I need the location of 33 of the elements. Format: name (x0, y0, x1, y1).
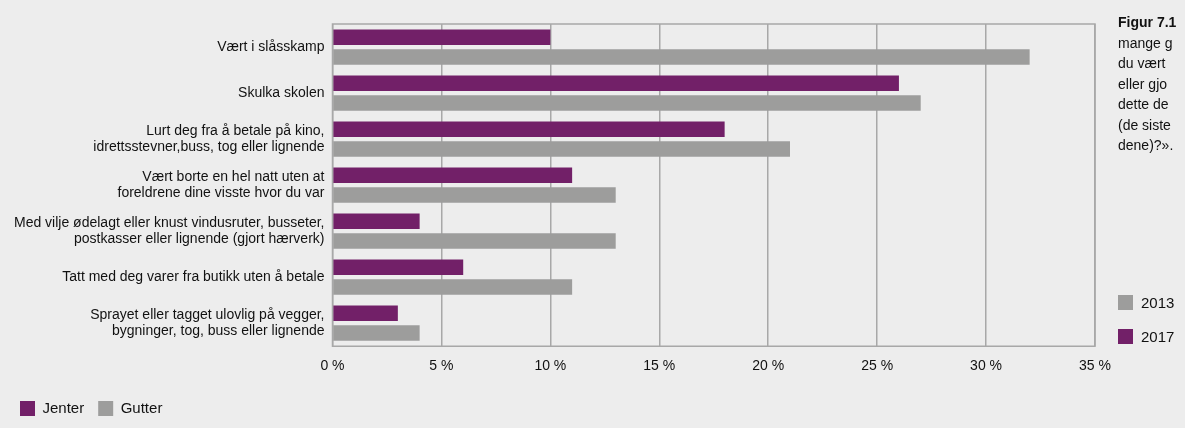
text: du vært (1118, 54, 1167, 73)
x-tick-label: 35 % (1079, 357, 1111, 374)
bar (333, 305, 398, 322)
bar (333, 75, 899, 91)
y-tick-label: Lurt deg fra å betale på kino, idrettsstevner,buss, tog eller lignende (93, 121, 325, 155)
bar (333, 121, 725, 137)
text: eller gjo (1118, 74, 1169, 94)
text: 2017 (1141, 327, 1175, 345)
x-tick-label: 25 % (861, 357, 894, 374)
y-tick-label: Med vilje ødelagt eller knust vindusruter, busseter, postkasser eller lignende (gjort hærverk) (13, 213, 325, 247)
x-tick-label: 30 % (970, 357, 1003, 374)
text: mange g (1118, 33, 1174, 53)
legend-label: Gutter (120, 398, 163, 416)
bar (333, 259, 464, 275)
bar (333, 29, 551, 45)
text: dene)?». (1118, 136, 1175, 155)
y-tick-label: Vært i slåsskamp (217, 37, 325, 54)
bar (333, 213, 420, 229)
text: (de siste (1118, 115, 1172, 135)
text: dette de (1118, 95, 1170, 114)
x-tick-label: 5 % (429, 357, 454, 374)
y-tick-label: Tatt med deg varer fra butikk uten å betale (62, 268, 325, 285)
x-tick-label: 15 % (643, 357, 676, 374)
x-tick-label: 0 % (320, 357, 345, 374)
text: 2013 (1141, 293, 1175, 311)
x-tick-label: 20 % (752, 357, 785, 374)
legend-label: Jenter (42, 398, 85, 416)
y-tick-label: Sprayet eller tagget ulovlig på vegger, bygninger, tog, buss eller lignende (90, 306, 325, 339)
y-tick-label: Skulka skolen (238, 83, 325, 100)
y-tick-label: Vært borte en hel natt uten at foreldrene dine visste hvor du var (117, 167, 325, 201)
x-tick-label: 10 % (534, 357, 567, 374)
text: Figur 7.1 (1118, 13, 1178, 32)
bar (333, 167, 573, 183)
